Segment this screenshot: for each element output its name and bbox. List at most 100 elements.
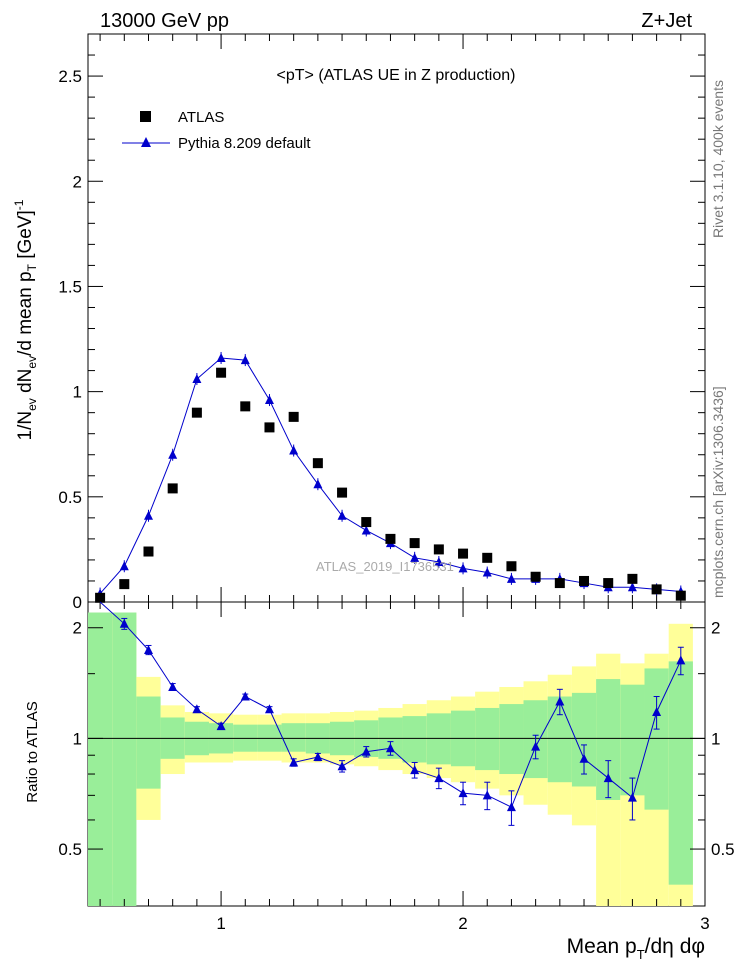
data-series	[95, 367, 686, 603]
ratio-marker	[603, 773, 613, 783]
ratio-marker	[289, 757, 299, 767]
mc-marker	[434, 557, 444, 567]
mc-marker	[216, 352, 226, 362]
data-marker	[554, 578, 565, 589]
data-marker	[409, 538, 420, 549]
data-marker	[458, 548, 469, 559]
ratio-marker	[482, 790, 492, 800]
ratio-marker	[313, 752, 323, 762]
ratio-marker	[361, 746, 371, 756]
legend-marker-atlas	[140, 111, 151, 122]
data-marker	[675, 590, 686, 601]
ratio-y-axis-label: Ratio to ATLAS	[24, 701, 41, 802]
ratio-marker	[216, 721, 226, 731]
data-marker	[506, 561, 517, 572]
data-marker	[191, 407, 202, 418]
header-process-label: Z+Jet	[641, 10, 692, 32]
band-inner	[112, 612, 137, 906]
data-marker	[603, 578, 614, 589]
mc-marker	[119, 561, 129, 571]
band-inner	[475, 707, 500, 771]
ratio-marker	[531, 741, 541, 751]
ratio-y-tick-label-right: 0.5	[711, 840, 735, 859]
data-marker	[119, 579, 130, 590]
x-tick-label: 3	[700, 914, 709, 933]
data-marker	[312, 458, 323, 469]
ratio-marker	[337, 761, 347, 771]
mc-marker	[337, 510, 347, 520]
ratio-y-tick-label-right: 1	[711, 729, 720, 748]
band-inner	[499, 704, 524, 775]
mc-marker	[458, 563, 468, 573]
data-marker	[361, 517, 372, 528]
band-inner	[668, 661, 693, 885]
legend-marker-pythia	[141, 137, 151, 147]
ratio-y-tick-label: 2	[73, 619, 82, 638]
ratio-y-tick-label: 0.5	[58, 840, 82, 859]
band-inner	[644, 668, 669, 810]
y-tick-label: 0	[73, 593, 82, 612]
main-axes: 0 0.5 1 1.5 2 2.5	[58, 34, 706, 612]
y-tick-label: 2.5	[58, 67, 82, 86]
data-marker	[264, 422, 275, 433]
band-inner	[136, 696, 161, 789]
mc-marker	[240, 355, 250, 365]
data-marker	[433, 544, 444, 555]
band-inner	[620, 684, 645, 796]
y-tick-label: 2	[73, 172, 82, 191]
data-marker	[240, 401, 251, 412]
x-axis-label: Mean pT/dη dφ	[567, 935, 705, 962]
data-marker	[482, 552, 493, 563]
chart-title: <pT> (ATLAS UE in Z production)	[277, 67, 516, 84]
analysis-watermark: ATLAS_2019_I1736531	[316, 559, 454, 574]
rivet-label: Rivet 3.1.10, 400k events	[710, 80, 726, 238]
mc-marker	[361, 525, 371, 535]
data-marker	[167, 483, 178, 494]
x-tick-label: 2	[458, 914, 467, 933]
ratio-marker	[143, 644, 153, 654]
mc-marker	[482, 567, 492, 577]
ratio-marker	[676, 655, 686, 665]
data-marker	[95, 592, 106, 603]
mcplots-label: mcplots.cern.ch [arXiv:1306.3436]	[710, 386, 726, 598]
band-inner	[88, 612, 113, 906]
data-marker	[385, 533, 396, 544]
ratio-marker	[168, 681, 178, 691]
mc-marker	[143, 510, 153, 520]
ratio-marker	[652, 706, 662, 716]
data-marker	[288, 411, 299, 422]
x-tick-label: 1	[216, 914, 225, 933]
ratio-marker	[627, 792, 637, 802]
ratio-y-tick-label-right: 2	[711, 619, 720, 638]
data-marker	[337, 487, 348, 498]
data-marker	[579, 575, 590, 586]
data-marker	[143, 546, 154, 557]
band-inner	[281, 723, 306, 752]
legend-label-atlas: ATLAS	[178, 109, 224, 126]
mc-marker	[168, 449, 178, 459]
ratio-marker	[385, 743, 395, 753]
mc-marker	[410, 552, 420, 562]
y-axis-label: 1/Nev dNev/d mean pT [GeV]-1	[12, 199, 39, 440]
header-energy-label: 13000 GeV pp	[100, 10, 229, 32]
ratio-marker	[579, 753, 589, 763]
ratio-marker	[458, 788, 468, 798]
ratio-uncertainty-bands	[88, 612, 693, 906]
ratio-marker	[119, 618, 129, 628]
data-marker	[530, 571, 541, 582]
data-marker	[216, 367, 227, 378]
ratio-marker	[506, 802, 516, 812]
mc-marker	[506, 573, 516, 583]
legend-label-pythia: Pythia 8.209 default	[178, 135, 311, 152]
ratio-marker	[192, 704, 202, 714]
y-tick-label: 1.5	[58, 277, 82, 296]
ratio-y-tick-label: 1	[73, 729, 82, 748]
data-marker	[627, 573, 638, 584]
ratio-marker	[240, 691, 250, 701]
y-tick-label: 0.5	[58, 488, 82, 507]
data-marker	[651, 584, 662, 595]
mc-marker	[289, 445, 299, 455]
mc-marker	[192, 374, 202, 384]
mc-marker	[264, 395, 274, 405]
